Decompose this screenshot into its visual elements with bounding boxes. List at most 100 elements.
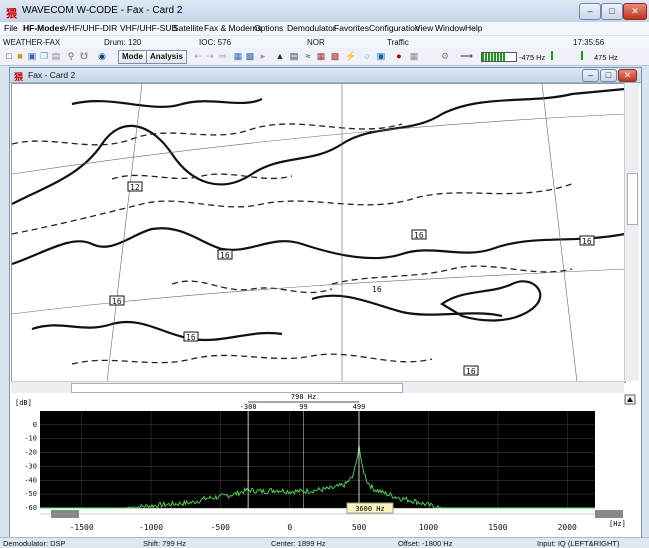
open-folder-icon[interactable]: ■ bbox=[17, 51, 23, 61]
find-icon[interactable]: ⚲ bbox=[67, 51, 75, 61]
close-button[interactable]: ✕ bbox=[623, 3, 647, 20]
horizontal-scroll-thumb[interactable] bbox=[71, 383, 403, 393]
tune-icon[interactable]: ▲ bbox=[275, 51, 285, 61]
x-tick-label: -1500 bbox=[70, 523, 94, 532]
print-icon[interactable]: ▤ bbox=[51, 51, 61, 61]
right-range-slider[interactable] bbox=[595, 510, 623, 518]
nor-label: NOR bbox=[307, 38, 325, 47]
copy-icon[interactable]: ❐ bbox=[39, 51, 49, 61]
y-tick-label: -10 bbox=[24, 435, 37, 443]
tuning-right-marker bbox=[581, 51, 583, 60]
play-icon[interactable]: ▸ bbox=[260, 51, 266, 61]
child-logo-icon: 猥 bbox=[14, 72, 24, 82]
child-close-button[interactable]: ✕ bbox=[618, 69, 637, 82]
level-meter bbox=[481, 52, 517, 62]
weather-map-drawing: 12 16 16 16 16 16 16 16 bbox=[12, 84, 625, 382]
sweep-icon[interactable]: ▦ bbox=[409, 51, 419, 61]
menu-configuration[interactable]: Configuration bbox=[369, 23, 420, 33]
offset-status: Offset: -1800 Hz bbox=[398, 539, 453, 548]
y-tick-label: -50 bbox=[24, 490, 37, 498]
y-tick-label: 0 bbox=[33, 421, 37, 429]
child-title: Fax - Card 2 bbox=[28, 70, 76, 80]
window-title: WAVECOM W-CODE - Fax - Card 2 bbox=[22, 5, 183, 16]
chart-icon[interactable]: ▩ bbox=[330, 51, 340, 61]
center-frequency-label: 3600 Hz bbox=[355, 505, 385, 513]
help-icon[interactable]: ◉ bbox=[98, 51, 106, 61]
rec-icon[interactable]: ● bbox=[396, 51, 402, 61]
ioc-label: IOC: 576 bbox=[199, 38, 232, 47]
map-horizontal-scrollbar[interactable] bbox=[11, 381, 624, 393]
step-icon[interactable]: ⇨ bbox=[219, 51, 227, 61]
tuning-left-marker bbox=[551, 51, 553, 60]
weather-fax-image: 12 16 16 16 16 16 16 16 bbox=[11, 83, 626, 383]
x-tick-label: 2000 bbox=[558, 523, 577, 532]
connect-icon[interactable]: ⟶ bbox=[460, 51, 473, 61]
menu-fax-moderns[interactable]: Fax & Moderns bbox=[204, 23, 262, 33]
fs-icon[interactable]: ▣ bbox=[376, 51, 386, 61]
marker-center-label: 99 bbox=[299, 403, 307, 411]
x-tick-label: 1000 bbox=[419, 523, 438, 532]
menu-satellite[interactable]: Satellite bbox=[173, 23, 204, 33]
svg-text:16: 16 bbox=[414, 231, 424, 240]
spectrum-trace-line bbox=[40, 444, 595, 510]
clock: 17:35:56 bbox=[573, 38, 605, 47]
menu-view[interactable]: View bbox=[415, 23, 434, 33]
freq-left-label: -475 Hz bbox=[519, 53, 546, 62]
traffic-label: Traffic bbox=[387, 38, 409, 47]
child-minimize-button[interactable]: – bbox=[582, 69, 599, 82]
settings-icon[interactable]: ⚙ bbox=[440, 51, 450, 61]
mode-button[interactable]: Mode bbox=[118, 50, 147, 64]
menu-bar: File HF-Modes VHF/UHF-DIR VHF/UHF-SUB Sa… bbox=[0, 22, 649, 35]
y-tick-label: -40 bbox=[24, 476, 37, 484]
y-tick-label: -20 bbox=[24, 449, 37, 457]
new-file-icon[interactable]: □ bbox=[6, 51, 12, 61]
center-frequency-box bbox=[346, 502, 394, 514]
menu-vhf-uhf-sub[interactable]: VHF/UHF-SUB bbox=[120, 23, 178, 33]
auto-icon[interactable]: ▦ bbox=[233, 51, 243, 61]
filter-icon[interactable]: ▩ bbox=[245, 51, 255, 61]
analysis-button[interactable]: Analysis bbox=[146, 50, 187, 64]
arrow-left-icon[interactable]: ⇠ bbox=[194, 51, 202, 61]
menu-file[interactable]: File bbox=[4, 23, 18, 33]
arrow-right-icon[interactable]: ⇢ bbox=[206, 51, 214, 61]
toolbar: □ ■ ▣ ❐ ▤ ⚲ ☋ ◉ Mode Analysis ⇠ ⇢ ⇨ ▦ ▩ … bbox=[0, 48, 649, 66]
marker-left-label: -300 bbox=[240, 403, 257, 411]
vertical-scroll-thumb[interactable] bbox=[627, 173, 638, 225]
save-icon[interactable]: ▣ bbox=[27, 51, 37, 61]
signal-icon[interactable]: ⚡ bbox=[345, 51, 357, 61]
db-unit-label: [dB] bbox=[15, 399, 32, 407]
mode-label: WEATHER-FAX bbox=[3, 38, 61, 47]
menu-help[interactable]: Help bbox=[465, 23, 483, 33]
record-off-icon[interactable]: ○ bbox=[364, 51, 370, 61]
menu-favorites[interactable]: Favorites bbox=[334, 23, 369, 33]
svg-text:16: 16 bbox=[372, 285, 382, 294]
map-vertical-scrollbar[interactable] bbox=[624, 83, 639, 381]
child-title-bar: 猥 Fax - Card 2 – □ ✕ bbox=[10, 68, 641, 83]
svg-text:16: 16 bbox=[220, 251, 230, 260]
marker-right-label: 499 bbox=[353, 403, 366, 411]
bandwidth-label: 798 Hz bbox=[291, 393, 316, 401]
menu-window[interactable]: Window bbox=[435, 23, 466, 33]
spectrum-panel: [dB] 0 -10 -20 -30 -40 -50 -60 -1500 -1000 -500 0… bbox=[11, 393, 639, 535]
freq-right-label: 475 Hz bbox=[594, 53, 618, 62]
status-bar: Demodulator: DSP Shift: 799 Hz Center: 1… bbox=[0, 537, 649, 548]
svg-text:12: 12 bbox=[130, 183, 140, 192]
spectrum-chart: [dB] 0 -10 -20 -30 -40 -50 -60 -1500 -1000 -500 0… bbox=[15, 393, 636, 532]
child-maximize-button[interactable]: □ bbox=[600, 69, 617, 82]
grid-icon[interactable]: ▦ bbox=[316, 51, 326, 61]
x-tick-label: 0 bbox=[287, 523, 292, 532]
x-tick-label: -500 bbox=[211, 523, 230, 532]
maximize-button[interactable]: □ bbox=[601, 3, 623, 20]
menu-options[interactable]: Options bbox=[254, 23, 284, 33]
menu-demodulator[interactable]: Demodulator bbox=[287, 23, 336, 33]
demodulator-status: Demodulator: DSP bbox=[3, 539, 66, 548]
zoom-icon[interactable]: ☋ bbox=[80, 51, 88, 61]
x-tick-label: 500 bbox=[352, 523, 367, 532]
center-status: Center: 1899 Hz bbox=[271, 539, 326, 548]
minimize-button[interactable]: – bbox=[579, 3, 601, 20]
title-bar: 猥 WAVECOM W-CODE - Fax - Card 2 – □ ✕ bbox=[0, 0, 649, 23]
menu-vhf-uhf-dir[interactable]: VHF/UHF-DIR bbox=[63, 23, 118, 33]
wave-icon[interactable]: ≈ bbox=[305, 51, 311, 61]
menu-hf-modes[interactable]: HF-Modes bbox=[23, 23, 65, 33]
display-icon[interactable]: ▤ bbox=[289, 51, 299, 61]
